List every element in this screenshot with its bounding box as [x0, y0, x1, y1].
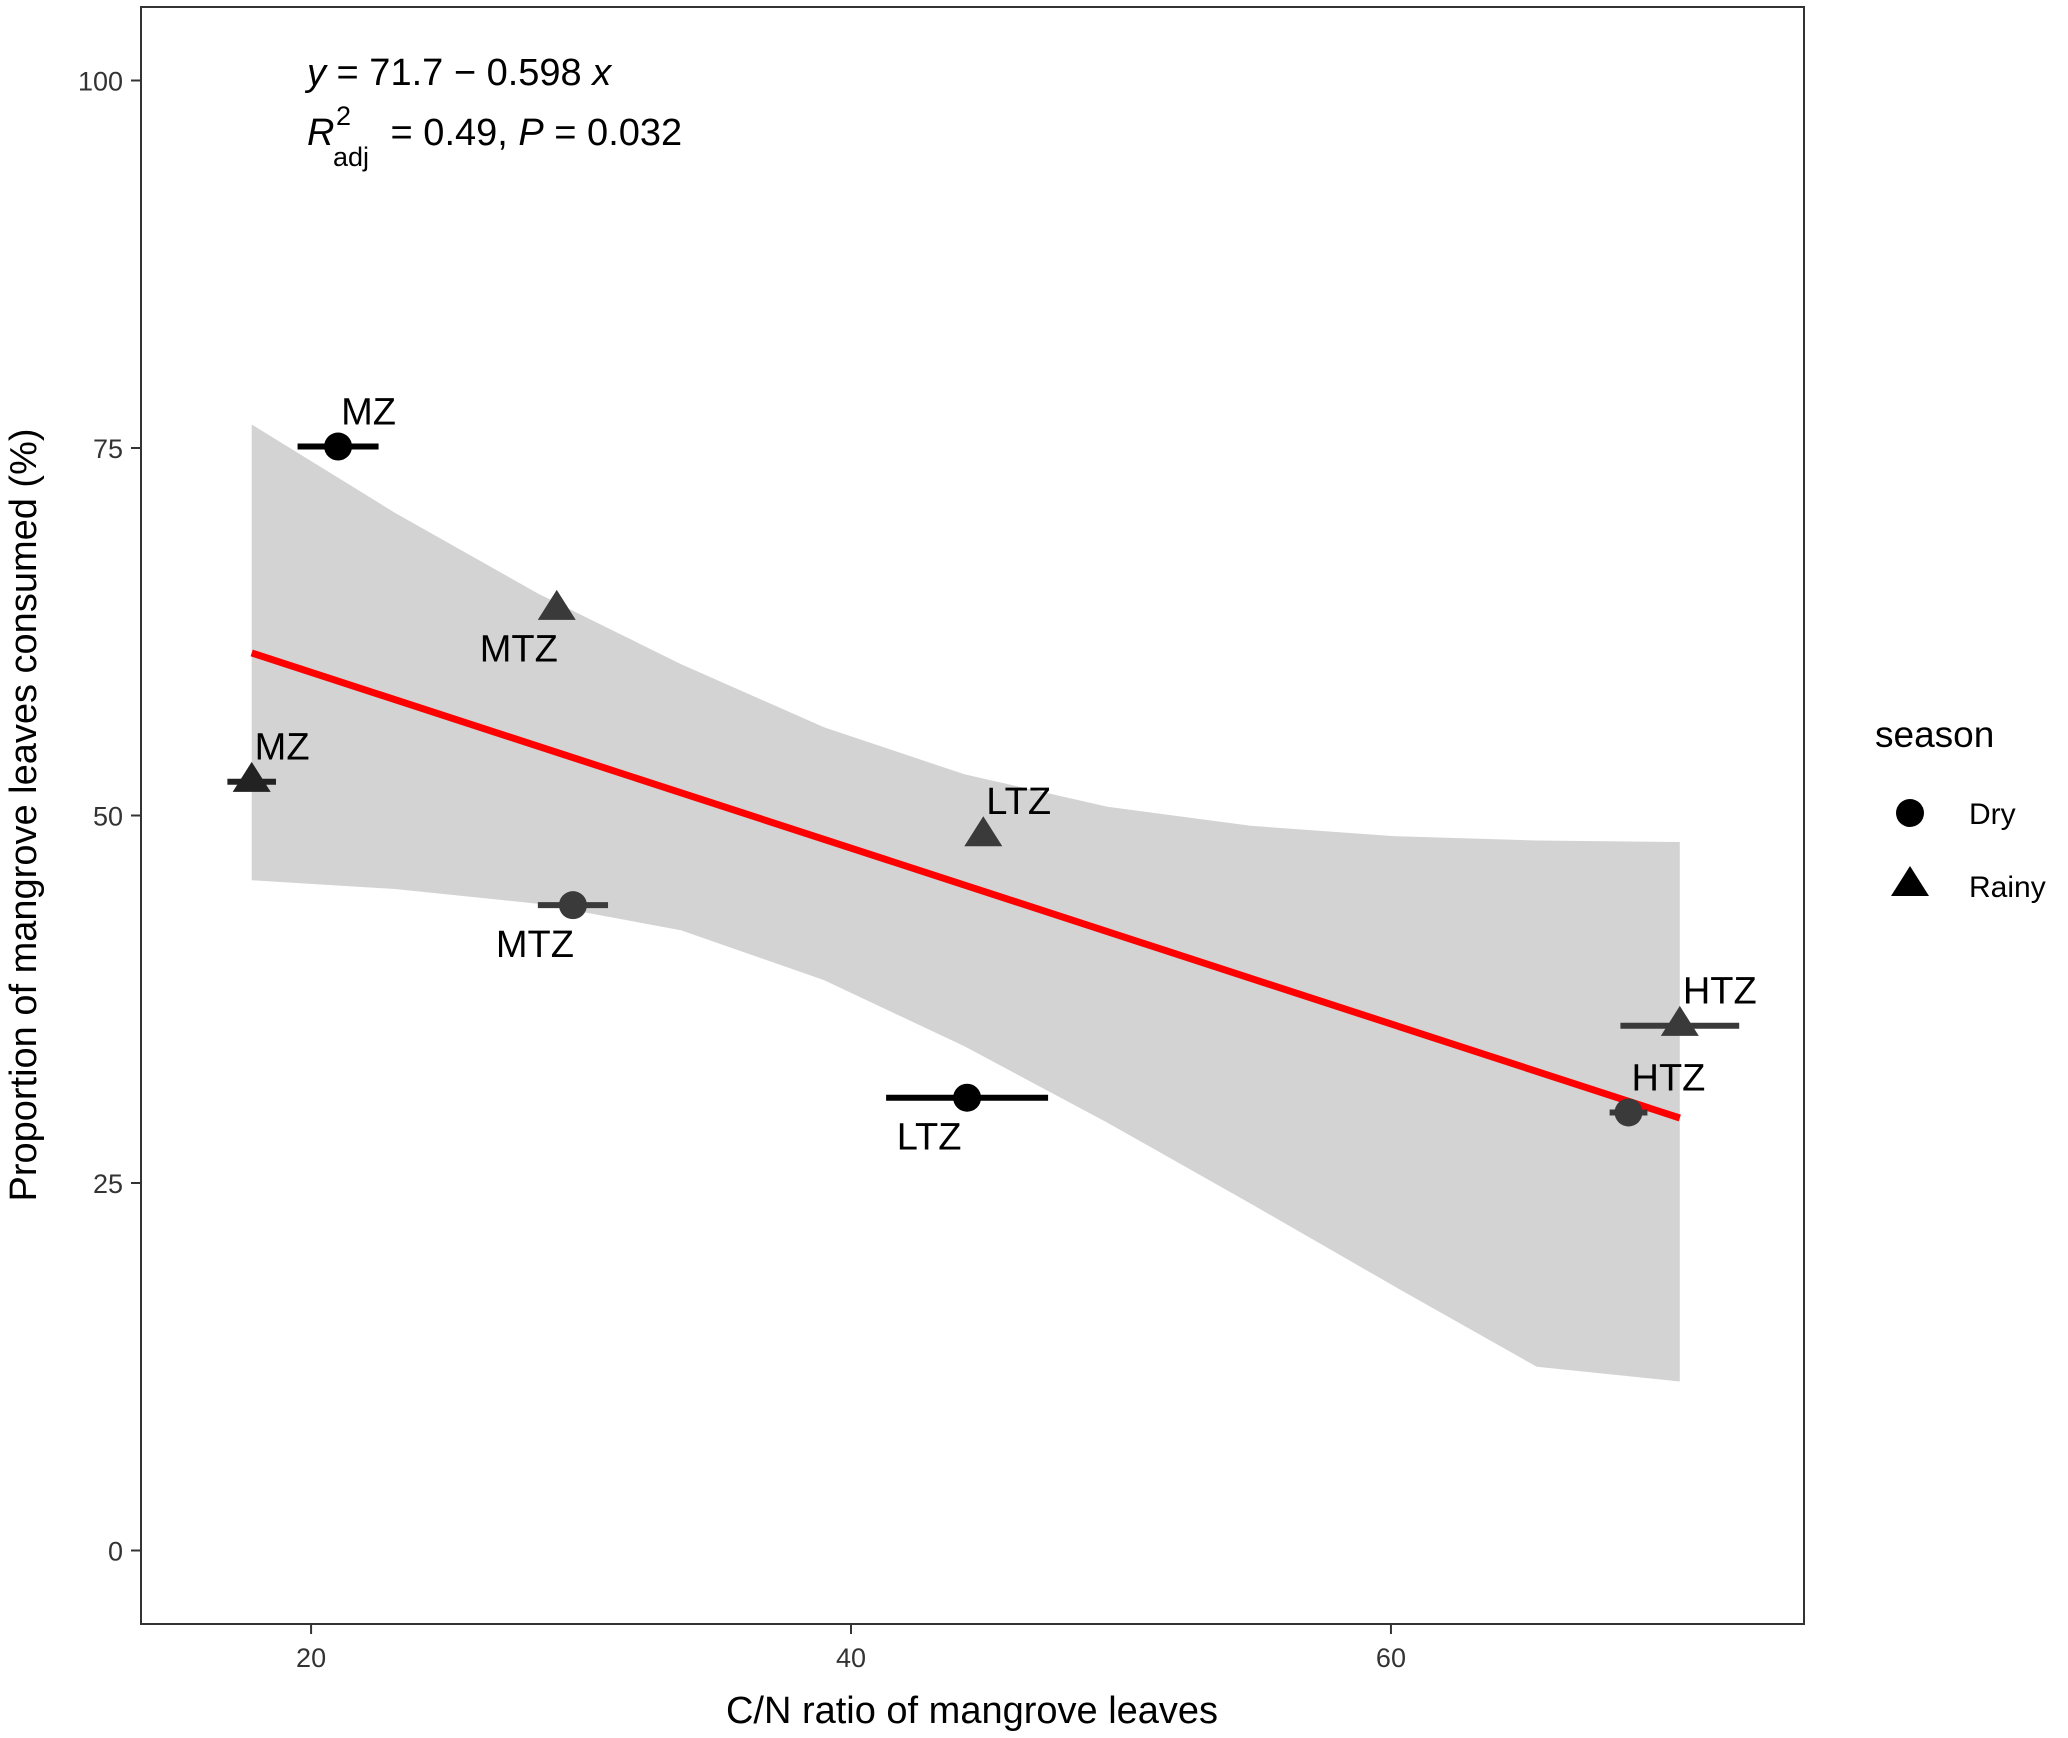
y-tick-label-0: 0 — [108, 1537, 123, 1567]
legend-title: season — [1875, 714, 1994, 755]
legend-key-dry-icon — [1896, 799, 1924, 827]
point-dry-ltz — [953, 1083, 982, 1112]
r-squared-value: = 0.49, — [380, 112, 518, 154]
point-label-dry-mtz: MTZ — [496, 924, 574, 966]
point-labels-layer: MZ MTZ LTZ HTZ MZ MTZ LTZ HTZ — [255, 392, 1757, 1159]
legend-label-dry: Dry — [1969, 798, 2016, 831]
r-squared-superscript: 2 — [336, 101, 351, 131]
point-label-rainy-htz: HTZ — [1683, 971, 1757, 1013]
point-dry-mz — [324, 432, 353, 461]
x-tick-label-20: 20 — [296, 1643, 326, 1673]
x-tick-label-40: 40 — [836, 1643, 866, 1673]
point-label-dry-mz: MZ — [341, 392, 396, 434]
point-dry-htz — [1614, 1098, 1643, 1127]
points-layer — [227, 432, 1740, 1127]
p-symbol: P — [518, 112, 544, 154]
r-squared-symbol: R — [307, 112, 334, 154]
point-label-rainy-mtz: MTZ — [480, 629, 558, 671]
point-rainy-mtz — [537, 589, 576, 620]
point-rainy-ltz — [964, 816, 1003, 847]
point-label-rainy-ltz: LTZ — [986, 781, 1051, 823]
equation-x-symbol: x — [590, 52, 613, 94]
confidence-band — [251, 424, 1680, 1382]
y-tick-label-100: 100 — [78, 67, 123, 97]
legend-key-rainy-icon — [1891, 866, 1929, 896]
point-dry-mtz — [558, 891, 587, 920]
x-axis-title: C/N ratio of mangrove leaves — [726, 1690, 1218, 1732]
y-axis: 0 25 50 75 100 — [78, 67, 141, 1567]
point-rainy-htz — [1660, 1005, 1699, 1036]
regression-line — [250, 649, 1681, 1122]
point-label-rainy-mz: MZ — [255, 727, 310, 769]
point-label-dry-htz: HTZ — [1632, 1057, 1706, 1099]
legend-label-rainy: Rainy — [1969, 871, 2046, 904]
p-value: = 0.032 — [544, 112, 682, 154]
x-tick-label-60: 60 — [1376, 1643, 1406, 1673]
x-axis: 20 40 60 — [296, 1624, 1406, 1673]
equation-stats: = 0.49, P = 0.032 — [380, 112, 682, 154]
y-tick-label-50: 50 — [93, 802, 123, 832]
y-axis-title: Proportion of mangrove leaves consumed (… — [3, 428, 45, 1201]
point-label-dry-ltz: LTZ — [897, 1117, 962, 1159]
equation-y-symbol: y — [304, 52, 328, 94]
equation-body: = 71.7 − 0.598 — [326, 52, 592, 94]
y-tick-label-75: 75 — [93, 434, 123, 464]
point-rainy-mz — [232, 761, 271, 792]
legend: season Dry Rainy — [1875, 714, 2046, 904]
equation-line-2: R — [307, 112, 334, 154]
equation-line-1: y = 71.7 − 0.598 x — [304, 52, 613, 94]
r-squared-subscript: adj — [333, 142, 369, 172]
y-tick-label-25: 25 — [93, 1169, 123, 1199]
